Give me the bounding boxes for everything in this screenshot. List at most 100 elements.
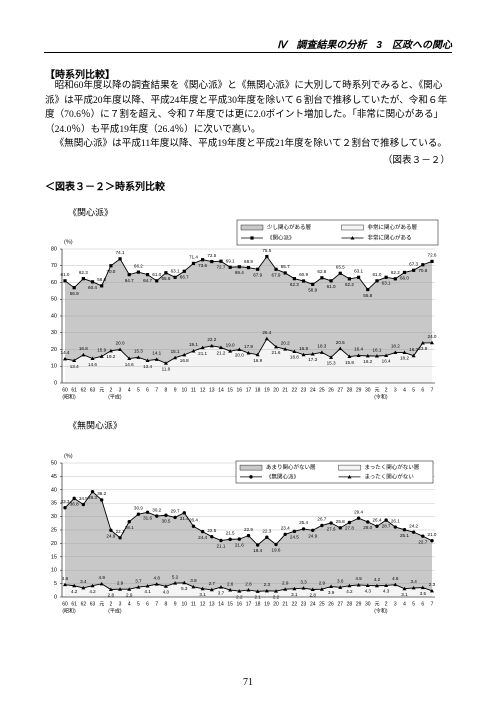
marker (90, 280, 95, 284)
data-label: 60.9 (299, 272, 308, 277)
page-number: 71 (243, 677, 253, 688)
x-tick-label: 20 (273, 601, 279, 607)
marker (338, 526, 342, 530)
marker (384, 275, 388, 279)
marker (329, 584, 334, 589)
marker (63, 582, 67, 587)
x-tick-label: 19 (264, 387, 270, 393)
marker (127, 587, 132, 591)
data-label: 65.8 (161, 276, 170, 281)
data-label: 36.2 (97, 491, 106, 496)
legend-box (235, 460, 434, 484)
marker (173, 355, 178, 360)
data-label: 68.9 (244, 259, 253, 264)
marker (99, 354, 104, 358)
data-label: 24.2 (409, 523, 418, 528)
marker (228, 265, 232, 269)
x-tick-label: 18 (255, 601, 261, 607)
marker (274, 589, 279, 593)
y-tick-label: 50 (51, 460, 57, 466)
data-label: 21.6 (272, 350, 281, 355)
data-label: 66.0 (400, 276, 409, 281)
x-tick-label: 元 (374, 387, 379, 393)
marker (145, 510, 150, 515)
data-label: 16.3 (409, 347, 418, 352)
marker (411, 353, 416, 358)
y-tick-label: 30 (51, 514, 57, 520)
data-label: 2.1 (254, 595, 261, 600)
data-label: 64.7 (143, 278, 152, 283)
marker (163, 584, 168, 588)
legend-label: まったく関心がない層 (365, 463, 420, 471)
data-label: 4.5 (355, 576, 362, 581)
legend-marker (347, 474, 352, 479)
marker (173, 581, 178, 585)
marker (283, 347, 288, 351)
x-tick-label: 62 (81, 387, 87, 393)
data-label: 11.8 (162, 366, 171, 371)
x-tick-label: 5 (137, 601, 140, 607)
marker (320, 523, 324, 528)
x-tick-label: 6 (421, 387, 424, 393)
data-label: 31.6 (143, 516, 152, 521)
data-label: 67.3 (409, 261, 418, 266)
data-label: 24.4 (198, 535, 207, 540)
data-label: 16.4 (354, 347, 363, 352)
data-label: 24.9 (308, 533, 317, 538)
marker (430, 588, 434, 593)
marker (90, 356, 95, 361)
data-label: 62.3 (290, 282, 299, 287)
x-tick-label: 23 (301, 387, 307, 393)
marker (274, 344, 279, 349)
data-label: 16.9 (299, 346, 308, 351)
x-tick-label: 61 (71, 601, 77, 607)
marker (72, 583, 77, 588)
data-label: 20.0 (116, 341, 125, 346)
data-label: 15.9 (97, 348, 106, 353)
marker (210, 535, 214, 539)
area (65, 582, 432, 597)
figure-caption: ＜図表３－２＞時系列比較 (45, 182, 165, 193)
data-label: 63.1 (382, 281, 391, 286)
data-label: 58.0 (97, 277, 106, 282)
data-label: 66.7 (180, 274, 189, 279)
marker (237, 265, 241, 269)
marker (412, 268, 416, 272)
data-label: 64.7 (125, 278, 134, 283)
x-tick-label: 4 (128, 601, 131, 607)
x-tick-label: 15 (227, 387, 233, 393)
data-label: 70.0 (106, 269, 115, 274)
marker (154, 582, 159, 586)
marker (365, 353, 370, 358)
marker (127, 356, 132, 361)
marker (374, 583, 379, 588)
data-label: 63.1 (354, 269, 363, 274)
data-label: 31.4 (180, 516, 189, 521)
data-label: 61.0 (152, 272, 161, 277)
x-tick-label: 13 (209, 387, 215, 393)
data-label: 30.5 (161, 518, 170, 523)
data-label: 30.2 (152, 507, 161, 512)
x-tick-label: 3 (119, 387, 122, 393)
x-tick-label: 26 (328, 387, 334, 393)
marker (283, 532, 287, 536)
marker (421, 263, 425, 267)
data-label: 2.9 (282, 580, 289, 585)
marker (109, 264, 113, 268)
marker (118, 587, 123, 591)
marker (163, 361, 168, 365)
era-label: (平成) (108, 393, 122, 400)
data-label: 4.2 (374, 577, 381, 582)
marker (228, 349, 233, 353)
marker (375, 524, 379, 528)
marker (301, 352, 306, 357)
legend-label: 非常に関心がある層 (368, 223, 418, 231)
y-unit: (%) (64, 239, 73, 245)
era-label: (昭和) (62, 607, 76, 614)
x-tick-label: 6 (421, 601, 424, 607)
marker (319, 587, 324, 591)
paragraph: 昭和60年度以降の調査結果を《関心派》と《無関心派》に大別して時系列でみると、《… (45, 80, 448, 135)
data-label: 24.9 (106, 533, 115, 538)
marker (81, 502, 86, 507)
data-label: 4.2 (89, 589, 96, 594)
